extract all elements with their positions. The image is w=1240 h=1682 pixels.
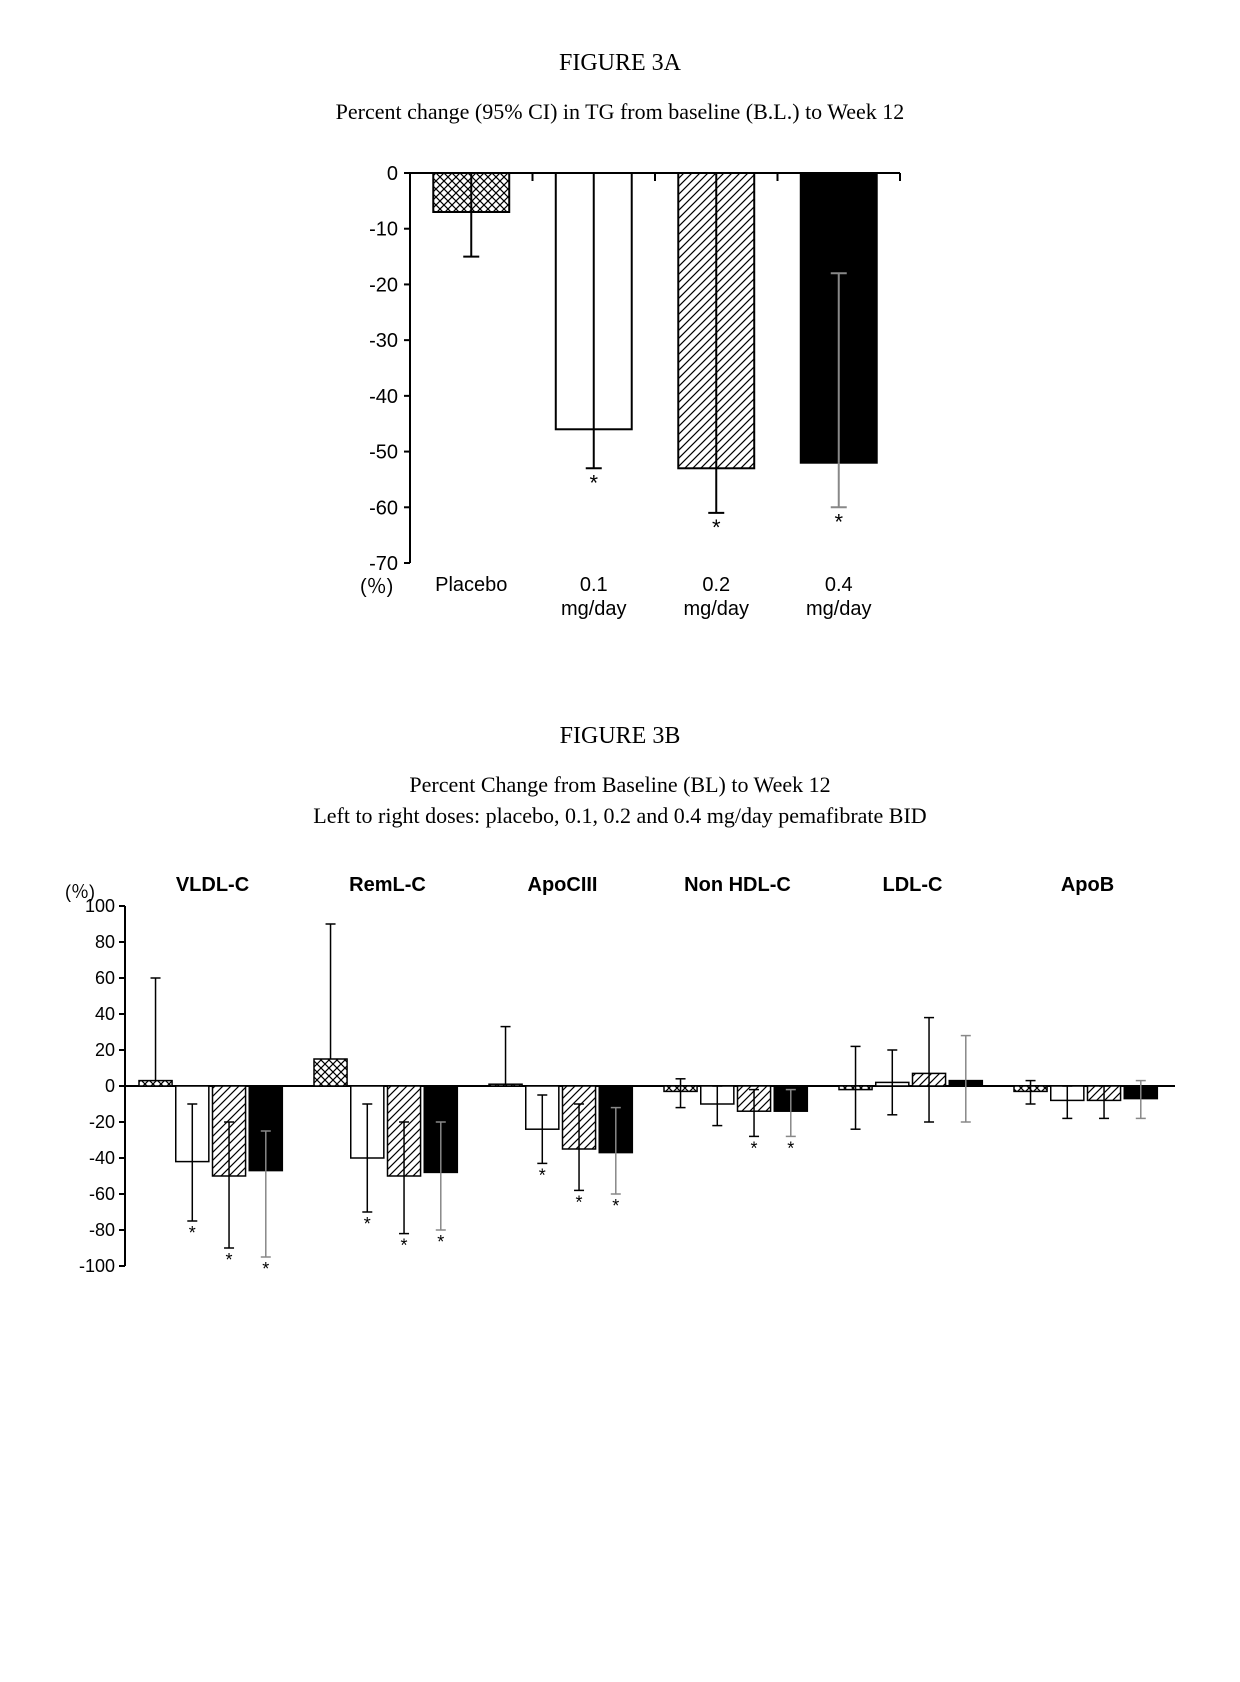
svg-text:*: * (539, 1166, 546, 1186)
svg-text:-100: -100 (79, 1256, 115, 1276)
figure-3b: FIGURE 3B Percent Change from Baseline (… (20, 723, 1220, 1297)
svg-text:*: * (226, 1250, 233, 1270)
svg-text:-10: -10 (369, 219, 398, 241)
svg-text:*: * (437, 1232, 444, 1252)
svg-text:-70: -70 (369, 553, 398, 575)
svg-text:0.2: 0.2 (702, 574, 730, 596)
svg-text:*: * (262, 1259, 269, 1279)
svg-text:80: 80 (95, 932, 115, 952)
svg-text:mg/day: mg/day (806, 598, 872, 620)
svg-text:-60: -60 (89, 1184, 115, 1204)
svg-text:(％): (％) (360, 576, 393, 598)
svg-text:Placebo: Placebo (435, 574, 507, 596)
svg-text:*: * (612, 1196, 619, 1216)
svg-text:*: * (364, 1214, 371, 1234)
figure-3b-caption: Percent Change from Baseline (BL) to Wee… (170, 770, 1070, 832)
figure-3a-title: FIGURE 3A (20, 50, 1220, 77)
chart-a: -70-60-50-40-30-20-100(％)Placebo*0.1mg/d… (320, 153, 920, 653)
svg-text:ApoB: ApoB (1061, 874, 1114, 896)
figure-3b-title: FIGURE 3B (20, 723, 1220, 750)
svg-text:0: 0 (105, 1076, 115, 1096)
svg-text:*: * (834, 509, 843, 534)
chart-b: -100-80-60-40-20020406080100(％)VLDL-C***… (45, 856, 1195, 1296)
svg-text:*: * (401, 1236, 408, 1256)
svg-text:-40: -40 (89, 1148, 115, 1168)
figure-3a: FIGURE 3A Percent change (95% CI) in TG … (20, 50, 1220, 653)
figure-3b-caption-line1: Percent Change from Baseline (BL) to Wee… (409, 772, 830, 797)
svg-text:*: * (589, 470, 598, 495)
svg-text:Non HDL-C: Non HDL-C (684, 874, 791, 896)
svg-text:RemL-C: RemL-C (349, 874, 426, 896)
svg-text:-60: -60 (369, 497, 398, 519)
svg-text:40: 40 (95, 1004, 115, 1024)
svg-text:-80: -80 (89, 1220, 115, 1240)
svg-text:*: * (712, 515, 721, 540)
svg-text:20: 20 (95, 1040, 115, 1060)
svg-text:VLDL-C: VLDL-C (176, 874, 249, 896)
svg-text:*: * (576, 1193, 583, 1213)
svg-text:-30: -30 (369, 330, 398, 352)
svg-text:-50: -50 (369, 441, 398, 463)
svg-text:0.1: 0.1 (580, 574, 608, 596)
svg-text:-20: -20 (369, 274, 398, 296)
figure-3b-caption-line2: Left to right doses: placebo, 0.1, 0.2 a… (313, 803, 926, 828)
svg-text:*: * (787, 1139, 794, 1159)
svg-text:60: 60 (95, 968, 115, 988)
svg-text:mg/day: mg/day (683, 598, 749, 620)
svg-text:0: 0 (387, 163, 398, 185)
svg-text:(％): (％) (65, 882, 95, 902)
figure-3a-caption: Percent change (95% CI) in TG from basel… (170, 97, 1070, 128)
svg-text:*: * (189, 1223, 196, 1243)
svg-text:mg/day: mg/day (561, 598, 627, 620)
svg-text:ApoCIII: ApoCIII (528, 874, 598, 896)
svg-text:-20: -20 (89, 1112, 115, 1132)
svg-text:-40: -40 (369, 386, 398, 408)
svg-text:0.4: 0.4 (825, 574, 853, 596)
svg-text:*: * (751, 1139, 758, 1159)
svg-text:LDL-C: LDL-C (883, 874, 943, 896)
